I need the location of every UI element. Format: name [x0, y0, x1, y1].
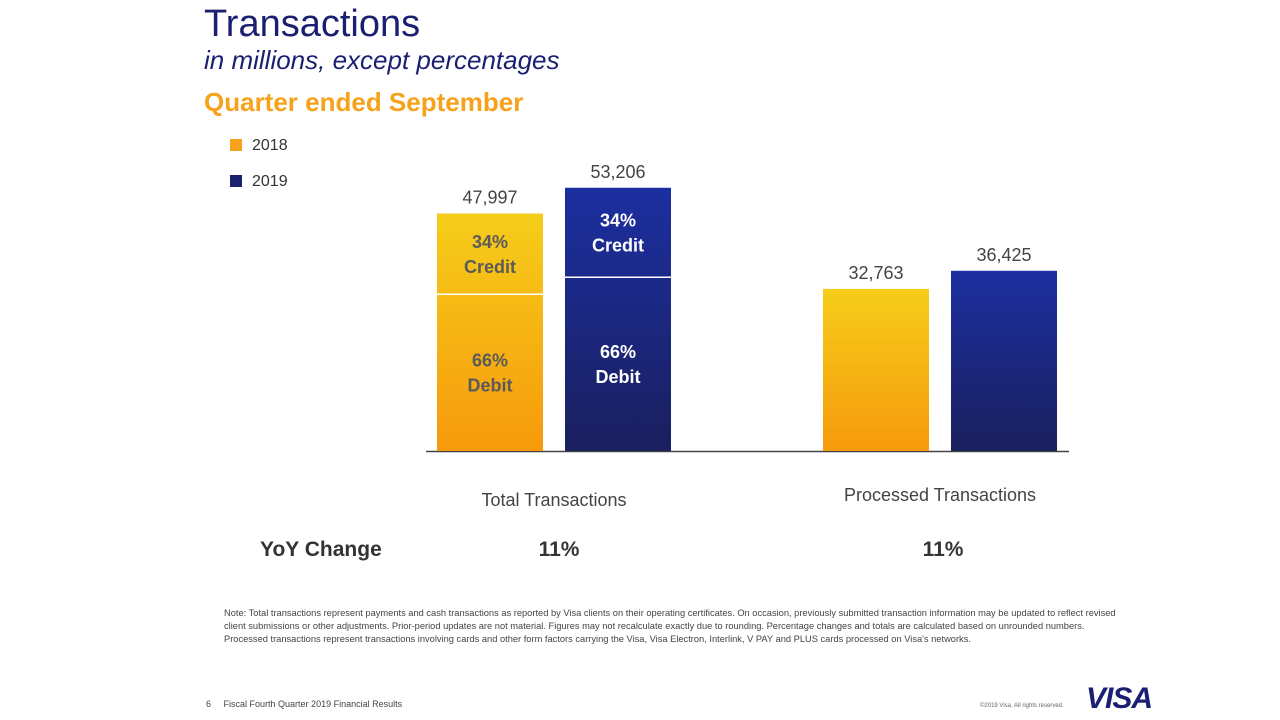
legend-label-2019: 2019 — [252, 173, 288, 190]
footer-left: 6 Fiscal Fourth Quarter 2019 Financial R… — [206, 699, 402, 709]
value-label-processed-transactions-2018: 32,763 — [848, 263, 903, 283]
debit-name-label-2019: Debit — [596, 367, 641, 387]
yoy-value-total: 11% — [538, 538, 580, 561]
yoy-value-processed: 11% — [922, 538, 964, 561]
bar-total-transactions-2019 — [565, 187, 671, 451]
credit-name-label-2019: Credit — [592, 236, 644, 256]
footer-doc-title: Fiscal Fourth Quarter 2019 Financial Res… — [223, 699, 403, 709]
period-heading: Quarter ended September — [204, 87, 524, 117]
bar-total-transactions-2018 — [437, 213, 543, 451]
debit-pct-label-2019: 66% — [600, 342, 636, 362]
bar-processed-transactions-2019 — [951, 270, 1057, 451]
footer-copyright: ©2019 Visa. All rights reserved. — [980, 703, 1064, 709]
debit-name-label-2018: Debit — [468, 376, 513, 396]
yoy-change-label: YoY Change — [260, 538, 382, 561]
credit-pct-label-2019: 34% — [600, 211, 636, 231]
legend-swatch-2018 — [230, 139, 242, 151]
page-title: Transactions — [204, 3, 421, 45]
page-subtitle: in millions, except percentages — [204, 45, 560, 75]
category-label-0: Total Transactions — [481, 490, 626, 510]
value-label-total-transactions-2019: 53,206 — [590, 162, 645, 182]
visa-logo: VISA — [1086, 682, 1153, 715]
value-label-total-transactions-2018: 47,997 — [462, 188, 517, 208]
bar-processed-transactions-2018 — [823, 288, 929, 451]
footnote: Note: Total transactions represent payme… — [224, 608, 1116, 644]
value-label-processed-transactions-2019: 36,425 — [976, 245, 1031, 265]
debit-pct-label-2018: 66% — [472, 351, 508, 371]
page-number: 6 — [206, 699, 212, 709]
credit-name-label-2018: Credit — [464, 257, 516, 277]
legend-label-2018: 2018 — [252, 137, 288, 154]
credit-pct-label-2018: 34% — [472, 232, 508, 252]
category-label-1: Processed Transactions — [844, 485, 1036, 505]
legend-swatch-2019 — [230, 175, 242, 187]
